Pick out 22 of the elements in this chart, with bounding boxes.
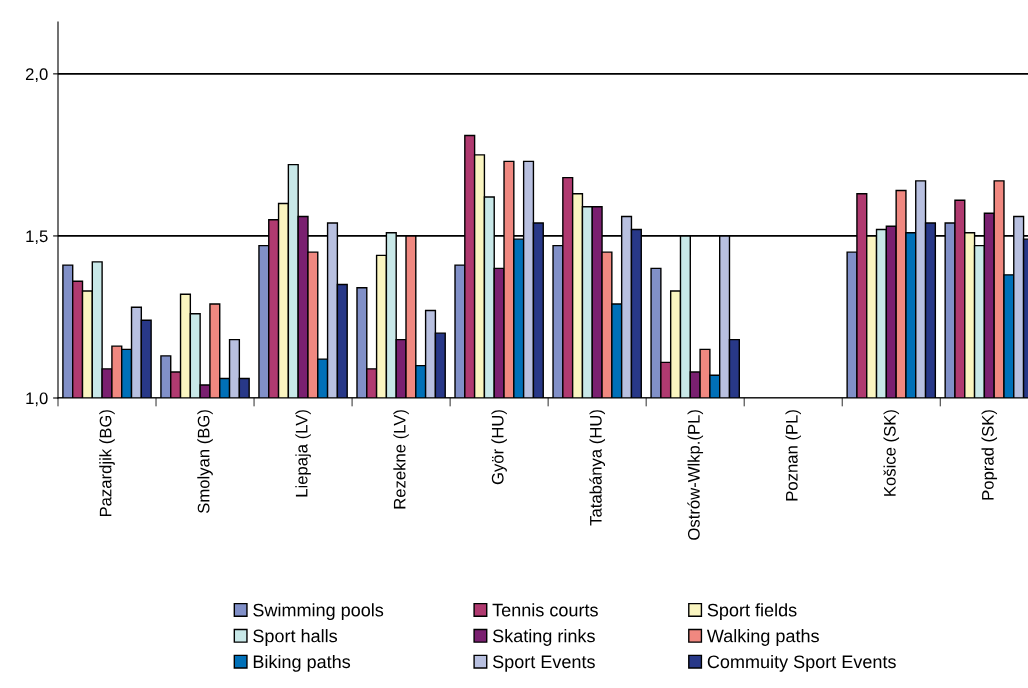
legend-label: Walking paths: [706, 629, 819, 646]
legend-label: Skating rinks: [492, 629, 595, 646]
x-tick-label: Pazardjik (BG): [99, 410, 115, 517]
x-tick-label: Poznan (PL): [785, 410, 801, 501]
legend-label: Tennis courts: [492, 603, 598, 617]
y-tick-label: 1,5: [26, 230, 48, 245]
legend-label: Swimming pools: [253, 603, 384, 621]
y-tick-label: 1,0: [26, 392, 48, 407]
legend-label: Commuity Sport Events: [707, 654, 896, 672]
y-tick-label: 2,0: [25, 68, 48, 83]
legend-label: Sport fields: [707, 603, 797, 621]
x-tick-label: Ostrów-Wlkp.(PL): [687, 410, 704, 540]
x-tick-label: Smolyan (BG): [197, 410, 213, 513]
legend-label: Biking paths: [253, 654, 351, 672]
legend-label: Sport halls: [253, 629, 338, 646]
legend-label: Sport Events: [492, 655, 595, 672]
x-tick-label: Poprad (SK): [981, 410, 998, 500]
x-tick-label: Rezekne (LV): [393, 410, 409, 509]
x-tick-label: Liepaja (LV): [295, 410, 311, 497]
x-tick-label: Tatabánya (HU): [589, 410, 606, 526]
x-tick-label: Györ (HU): [491, 410, 507, 485]
x-tick-label: Košice (SK): [883, 410, 900, 496]
